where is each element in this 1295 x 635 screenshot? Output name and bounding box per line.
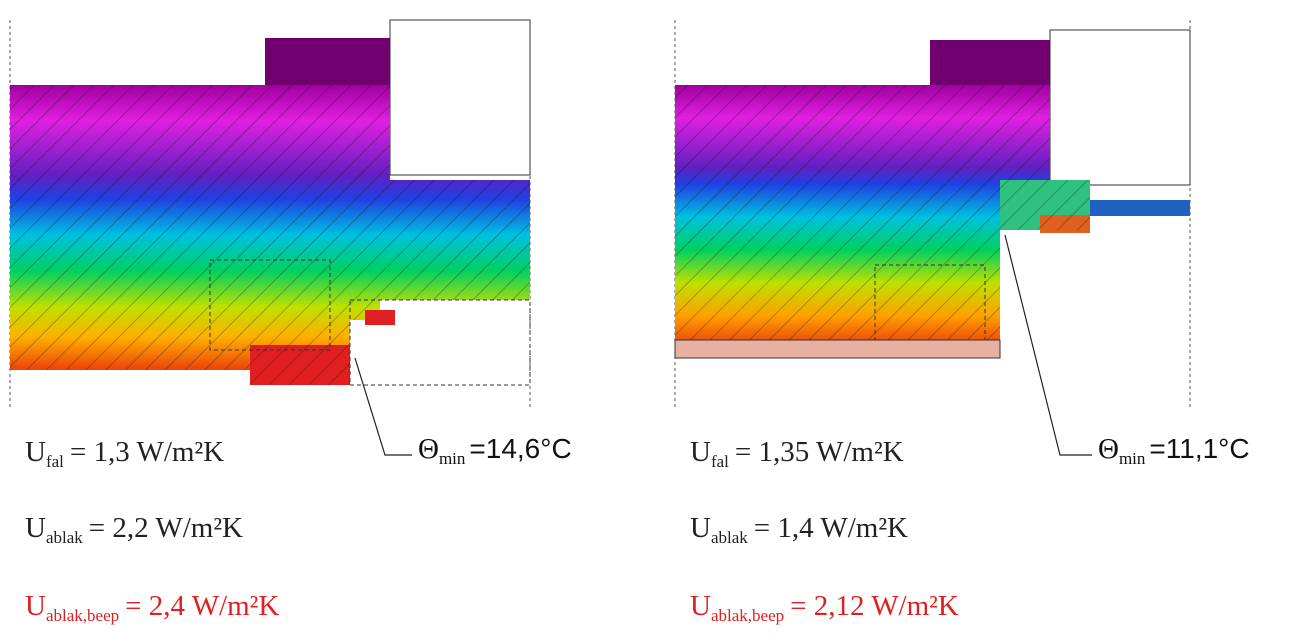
u-text: = 2,4 W/m²K [125,590,279,622]
theta-value: =11,1°C [1149,433,1249,464]
u-symbol: U [690,590,711,622]
u-value: Ufal = 1,3 W/m²K [25,436,224,472]
u-value: Uablak,beep = 2,4 W/m²K [25,590,279,626]
u-symbol: U [690,512,711,544]
u-symbol: U [25,590,46,622]
u-text: = 2,2 W/m²K [89,512,243,544]
u-symbol: U [25,512,46,544]
u-value: Uablak = 2,2 W/m²K [25,512,243,548]
u-text: = 2,12 W/m²K [790,590,959,622]
theta-label: Θmin=11,1°C [1098,433,1250,469]
theta-subscript: min [1119,449,1145,468]
u-subscript: ablak [46,528,83,547]
u-subscript: ablak,beep [46,606,119,625]
page: Θmin=14,6°C Θmin=11,1°C Ufal= 1,3 W/m²KU… [0,0,1295,635]
u-subscript: ablak [711,528,748,547]
theta-symbol: Θ [1098,433,1119,465]
u-subscript: fal [711,452,729,471]
right-panel [675,20,1190,455]
theta-value: =14,6°C [469,433,571,464]
theta-subscript: min [439,449,465,468]
u-symbol: U [690,436,711,468]
u-text: = 1,3 W/m²K [70,436,224,468]
u-value: Uablak,beep = 2,12 W/m²K [690,590,959,626]
u-value: Uablak = 1,4 W/m²K [690,512,908,548]
theta-label: Θmin=14,6°C [418,433,572,469]
u-subscript: ablak,beep [711,606,784,625]
u-subscript: fal [46,452,64,471]
u-text: = 1,4 W/m²K [754,512,908,544]
u-value: Ufal = 1,35 W/m²K [690,436,904,472]
u-text: = 1,35 W/m²K [735,436,904,468]
left-panel [10,20,530,455]
theta-symbol: Θ [418,433,439,465]
u-symbol: U [25,436,46,468]
